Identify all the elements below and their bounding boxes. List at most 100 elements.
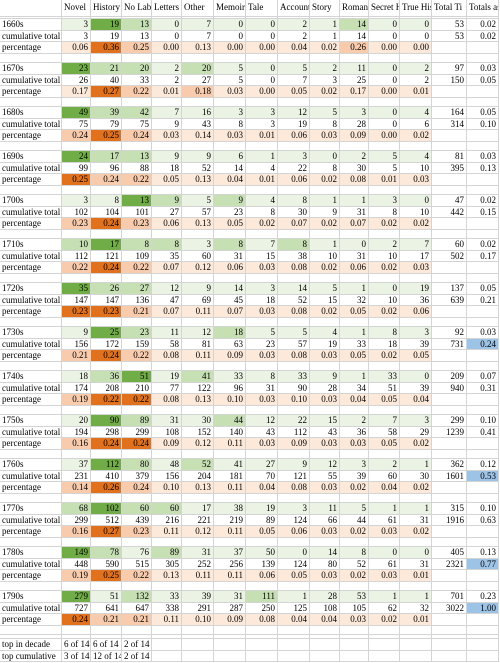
count-cell: 1: [246, 151, 278, 163]
percentage-cell: 0.11: [182, 350, 214, 363]
percentage-cell: 0.17: [340, 86, 369, 99]
empty-cell: [369, 274, 400, 283]
empty-cell: [122, 406, 152, 415]
percentage-cell: 0.09: [278, 438, 310, 451]
percentage-cell: 0.06: [340, 262, 369, 275]
count-cell: 8: [246, 371, 278, 383]
empty-cell: [122, 142, 152, 151]
cumulative-cell: 31: [246, 382, 278, 395]
column-header: Romanc: [340, 0, 369, 17]
empty-cell: [369, 142, 400, 151]
empty-cell: [432, 17, 467, 19]
count-cell: 3: [62, 19, 91, 31]
count-cell: 112: [91, 459, 122, 471]
cumulative-cell: 70: [246, 470, 278, 483]
row-label: percentage: [0, 174, 62, 187]
percentage-cell: 0.24: [122, 482, 152, 495]
empty-cell: [278, 538, 310, 547]
total-cell: 314: [432, 118, 467, 131]
cumulative-cell: 31: [340, 250, 369, 263]
count-cell: 50: [246, 547, 278, 559]
count-cell: 9: [152, 151, 182, 163]
cumulative-cell: 0: [369, 118, 400, 131]
empty-cell: [278, 318, 310, 327]
count-cell: 5: [278, 63, 310, 75]
decade-label: 1780s: [0, 547, 62, 559]
empty-cell: [246, 142, 278, 151]
empty-cell: [122, 538, 152, 547]
share-cell: 0.02: [467, 30, 499, 43]
decade-label: 1710s: [0, 239, 62, 251]
empty-cell: [467, 538, 499, 547]
share-cell: 0.13: [467, 547, 499, 559]
percentage-cell: 0.18: [182, 86, 214, 99]
empty-cell: [214, 318, 246, 327]
share-cell: 0.03: [467, 327, 499, 339]
cumulative-cell: 30: [340, 162, 369, 175]
empty-cell: [122, 362, 152, 371]
count-cell: 28: [310, 591, 340, 603]
cumulative-cell: 125: [278, 602, 310, 615]
percentage-cell: 0.10: [152, 482, 182, 495]
empty-cell: [278, 406, 310, 415]
empty-cell: [340, 318, 369, 327]
share-cell: 0.15: [467, 206, 499, 219]
percentage-cell: 0.04: [400, 394, 432, 407]
empty-cell: [369, 230, 400, 239]
percentage-cell: 0.24: [91, 438, 122, 451]
empty-cell: [91, 626, 122, 635]
cumulative-cell: 10: [400, 162, 432, 175]
cumulative-cell: 38: [278, 250, 310, 263]
empty-cell: [340, 639, 369, 651]
cumulative-cell: 124: [278, 558, 310, 571]
empty-cell: [400, 406, 432, 415]
empty-cell: [432, 406, 467, 415]
empty-cell: [340, 406, 369, 415]
cumulative-cell: 10: [369, 294, 400, 307]
empty-cell: [432, 394, 467, 407]
empty-cell: [467, 350, 499, 363]
empty-cell: [152, 54, 182, 63]
empty-cell: [432, 262, 467, 275]
empty-cell: [246, 635, 278, 640]
cumulative-cell: 2: [278, 30, 310, 43]
count-cell: 4: [310, 327, 340, 339]
empty-cell: [182, 538, 214, 547]
percentage-cell: 0.03: [214, 130, 246, 143]
empty-cell: [62, 318, 91, 327]
percentage-cell: 0.02: [310, 218, 340, 231]
empty-cell: [62, 494, 91, 503]
empty-cell: [91, 406, 122, 415]
cumulative-cell: 147: [91, 294, 122, 307]
percentage-cell: 0.00: [214, 42, 246, 55]
row-label: percentage: [0, 218, 62, 231]
percentage-cell: 0.16: [62, 526, 91, 539]
empty-cell: [340, 538, 369, 547]
cumulative-cell: 40: [91, 74, 122, 87]
percentage-cell: 0.07: [152, 262, 182, 275]
empty-cell: [62, 635, 91, 640]
empty-cell: [400, 538, 432, 547]
percentage-cell: 0.24: [91, 350, 122, 363]
count-cell: 0: [340, 239, 369, 251]
percentage-cell: 0.07: [278, 218, 310, 231]
percentage-cell: 0.19: [62, 394, 91, 407]
count-cell: 13: [122, 195, 152, 207]
percentage-cell: 0.21: [62, 350, 91, 363]
count-cell: 6: [214, 151, 246, 163]
empty-cell: [278, 650, 310, 663]
count-cell: 25: [91, 327, 122, 339]
row-label: cumulative total: [0, 206, 62, 219]
empty-cell: [340, 582, 369, 591]
cumulative-cell: 3: [310, 74, 340, 87]
empty-cell: [214, 98, 246, 107]
empty-cell: [182, 318, 214, 327]
empty-cell: [152, 318, 182, 327]
count-cell: 1: [310, 19, 340, 31]
empty-cell: [0, 17, 62, 19]
count-cell: 19: [152, 371, 182, 383]
empty-cell: [467, 142, 499, 151]
cumulative-cell: 8: [310, 162, 340, 175]
percentage-cell: 0.02: [400, 482, 432, 495]
empty-cell: [278, 639, 310, 651]
